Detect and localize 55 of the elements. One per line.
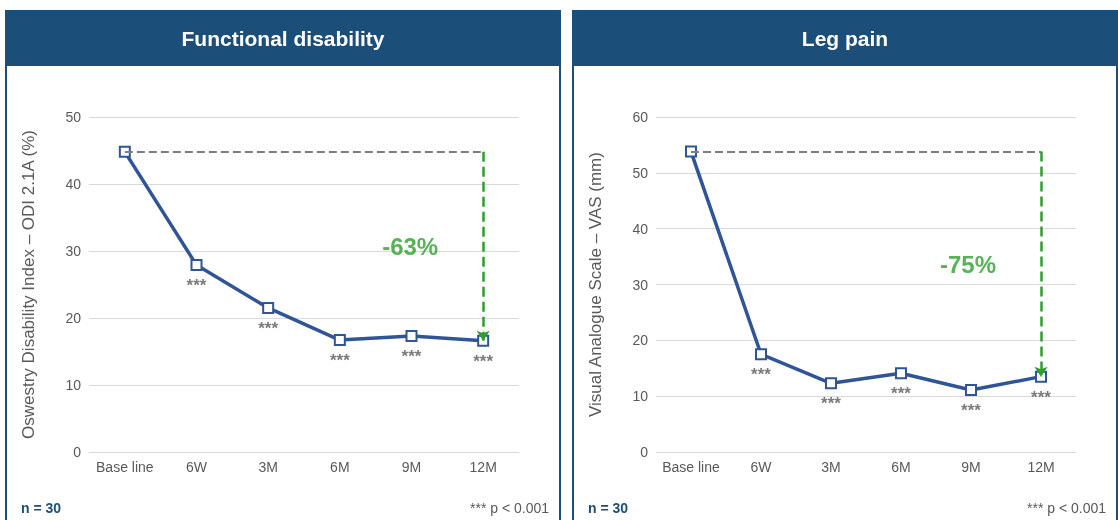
point	[965, 384, 977, 397]
point	[262, 301, 275, 314]
chart-title: Leg pain	[574, 12, 1116, 66]
x-tick-label: 12M	[469, 459, 497, 475]
annotation: ***	[401, 347, 422, 367]
y-tick-label: 10	[65, 377, 82, 393]
y-tick-label: 40	[65, 176, 82, 192]
annotation: ***	[186, 276, 207, 296]
annotation: -75%	[939, 250, 996, 278]
text: *** p < 0.001	[1026, 500, 1106, 516]
x-tick-label: 3M	[258, 459, 278, 475]
x-tick-label: 9M	[401, 459, 422, 475]
x-tick-label: 6W	[186, 459, 208, 475]
annotation: ***	[473, 351, 494, 371]
y-tick-label: 50	[632, 164, 649, 181]
annotation: ***	[329, 351, 351, 371]
point	[333, 334, 346, 347]
point	[895, 367, 907, 380]
y-tick-label: 0	[640, 444, 649, 460]
y-tick-label: 30	[65, 243, 82, 259]
annotation: ***	[961, 401, 982, 421]
annotation: -63%	[382, 232, 439, 260]
y-axis-title: Visual Analogue Scale – VAS (mm)	[586, 152, 605, 417]
y-tick-label: 0	[73, 444, 82, 460]
y-tick-label: 50	[65, 109, 82, 125]
y-tick-label: 20	[632, 332, 649, 349]
point	[190, 259, 203, 272]
annotation: ***	[821, 394, 842, 414]
x-tick-label: Base line	[662, 459, 721, 475]
y-tick-label: 10	[632, 388, 649, 405]
annotation: ***	[258, 318, 279, 338]
y-axis-title: Oswestry Disability Index – ODI 2.1A (%)	[19, 130, 38, 439]
x-tick-label: 6M	[891, 459, 911, 475]
point	[405, 330, 418, 343]
y-tick-label: 30	[632, 276, 649, 293]
text: n = 30	[588, 500, 629, 516]
point	[118, 145, 131, 158]
chart-title: Functional disability	[7, 12, 559, 66]
point	[825, 377, 837, 390]
x-tick-label: 9M	[961, 459, 981, 475]
x-tick-label: 3M	[821, 459, 841, 475]
text: n = 30	[21, 500, 62, 516]
y-tick-label: 60	[632, 109, 649, 125]
annotation: ***	[751, 365, 772, 385]
annotation: ***	[1031, 387, 1052, 407]
x-tick-label: 6M	[330, 459, 350, 475]
point	[685, 145, 697, 158]
annotation: ***	[891, 384, 912, 404]
y-tick-label: 40	[632, 220, 649, 237]
text: *** p < 0.001	[469, 500, 549, 516]
y-tick-label: 20	[65, 310, 82, 326]
x-tick-label: 6W	[750, 459, 773, 475]
point	[755, 348, 767, 361]
x-tick-label: 12M	[1027, 459, 1055, 475]
x-tick-label: Base line	[96, 459, 154, 475]
